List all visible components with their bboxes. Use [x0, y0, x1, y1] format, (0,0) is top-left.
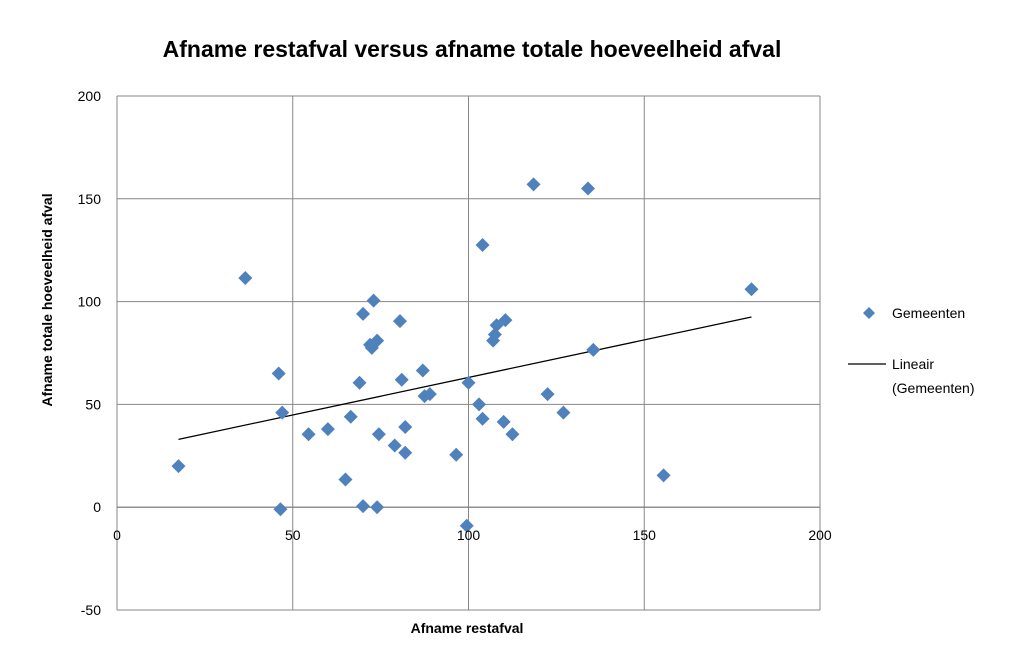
data-point [271, 366, 286, 381]
data-point [487, 327, 502, 342]
x-tick-labels: 0 50 100 150 200 [113, 527, 832, 543]
data-point [496, 414, 511, 429]
data-point [370, 500, 385, 515]
x-axis-title: Afname restafval [411, 620, 524, 636]
data-point [392, 314, 407, 329]
chart-title: Afname restafval versus afname totale ho… [163, 36, 782, 62]
trendline-segment [178, 316, 752, 440]
data-point [472, 397, 487, 412]
legend-diamond-marker [863, 307, 875, 319]
data-point [171, 459, 186, 474]
data-point [394, 372, 409, 387]
data-point [556, 405, 571, 420]
x-tick-label: 200 [808, 527, 832, 543]
scatter-points [171, 177, 759, 533]
data-point [356, 499, 371, 514]
trendline [178, 316, 752, 440]
data-point [449, 447, 464, 462]
y-tick-label: 100 [78, 294, 102, 310]
data-point [581, 181, 596, 196]
data-point [744, 282, 759, 297]
data-point [338, 472, 353, 487]
data-point [415, 363, 430, 378]
data-point [238, 270, 253, 285]
y-tick-label: -50 [81, 602, 101, 618]
data-point [459, 518, 474, 533]
y-tick-label: 0 [93, 499, 101, 515]
legend-series-label: Gemeenten [892, 305, 965, 321]
data-point [352, 375, 367, 390]
data-point [475, 411, 490, 426]
data-point [371, 427, 386, 442]
data-point [398, 445, 413, 460]
data-point [586, 342, 601, 357]
legend: Gemeenten Lineair (Gemeenten) [848, 305, 974, 396]
data-point [387, 438, 402, 453]
legend-trend-label-line2: (Gemeenten) [892, 380, 974, 396]
data-point [301, 427, 316, 442]
data-point [505, 427, 520, 442]
legend-trend-label-line1: Lineair [892, 356, 934, 372]
data-point [498, 313, 513, 328]
data-point [320, 422, 335, 437]
x-tick-label: 150 [633, 527, 657, 543]
y-tick-label: 150 [78, 191, 102, 207]
data-point [343, 409, 358, 424]
data-point [526, 177, 541, 192]
data-point [356, 306, 371, 321]
data-point [273, 502, 288, 517]
data-point [370, 333, 385, 348]
data-point [656, 468, 671, 483]
x-tick-label: 100 [457, 527, 481, 543]
y-tick-labels: -50 0 50 100 150 200 [78, 88, 102, 618]
x-tick-label: 50 [285, 527, 301, 543]
data-point [398, 420, 413, 435]
data-point [275, 405, 290, 420]
y-axis-title: Afname totale hoeveelheid afval [39, 193, 55, 406]
x-tick-label: 0 [113, 527, 121, 543]
y-tick-label: 200 [78, 88, 102, 104]
y-tick-label: 50 [85, 396, 101, 412]
data-point [475, 238, 490, 253]
data-point [422, 387, 437, 402]
data-point [461, 375, 476, 390]
data-point [366, 293, 381, 308]
data-point [540, 387, 555, 402]
